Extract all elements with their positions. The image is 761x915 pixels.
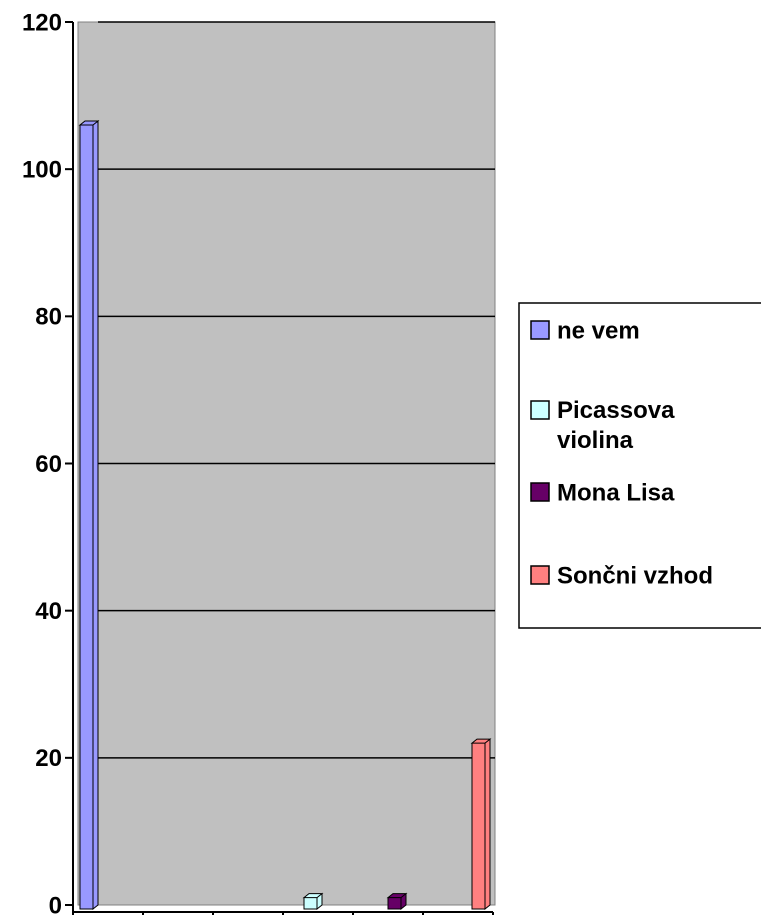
y-tick-label: 80 — [35, 304, 62, 331]
y-tick-label: 0 — [49, 892, 62, 915]
y-tick-label: 120 — [22, 9, 62, 36]
y-tick-label: 20 — [35, 745, 62, 772]
legend-label: Sončni vzhod — [557, 562, 713, 589]
y-tick-label: 100 — [22, 157, 62, 184]
y-tick-label: 60 — [35, 451, 62, 478]
legend-label: ne vem — [557, 317, 640, 344]
legend-swatch — [530, 320, 550, 340]
y-tick-label: 40 — [35, 598, 62, 625]
bar — [386, 892, 408, 911]
legend-label: Picassova violina — [557, 397, 675, 454]
legend-box — [518, 302, 761, 629]
legend-swatch — [530, 565, 550, 585]
legend-swatch — [530, 482, 550, 502]
legend-swatch — [530, 400, 550, 420]
bar — [78, 119, 100, 911]
bar — [302, 892, 324, 911]
bar — [470, 738, 492, 911]
legend-label: Mona Lisa — [557, 479, 675, 506]
